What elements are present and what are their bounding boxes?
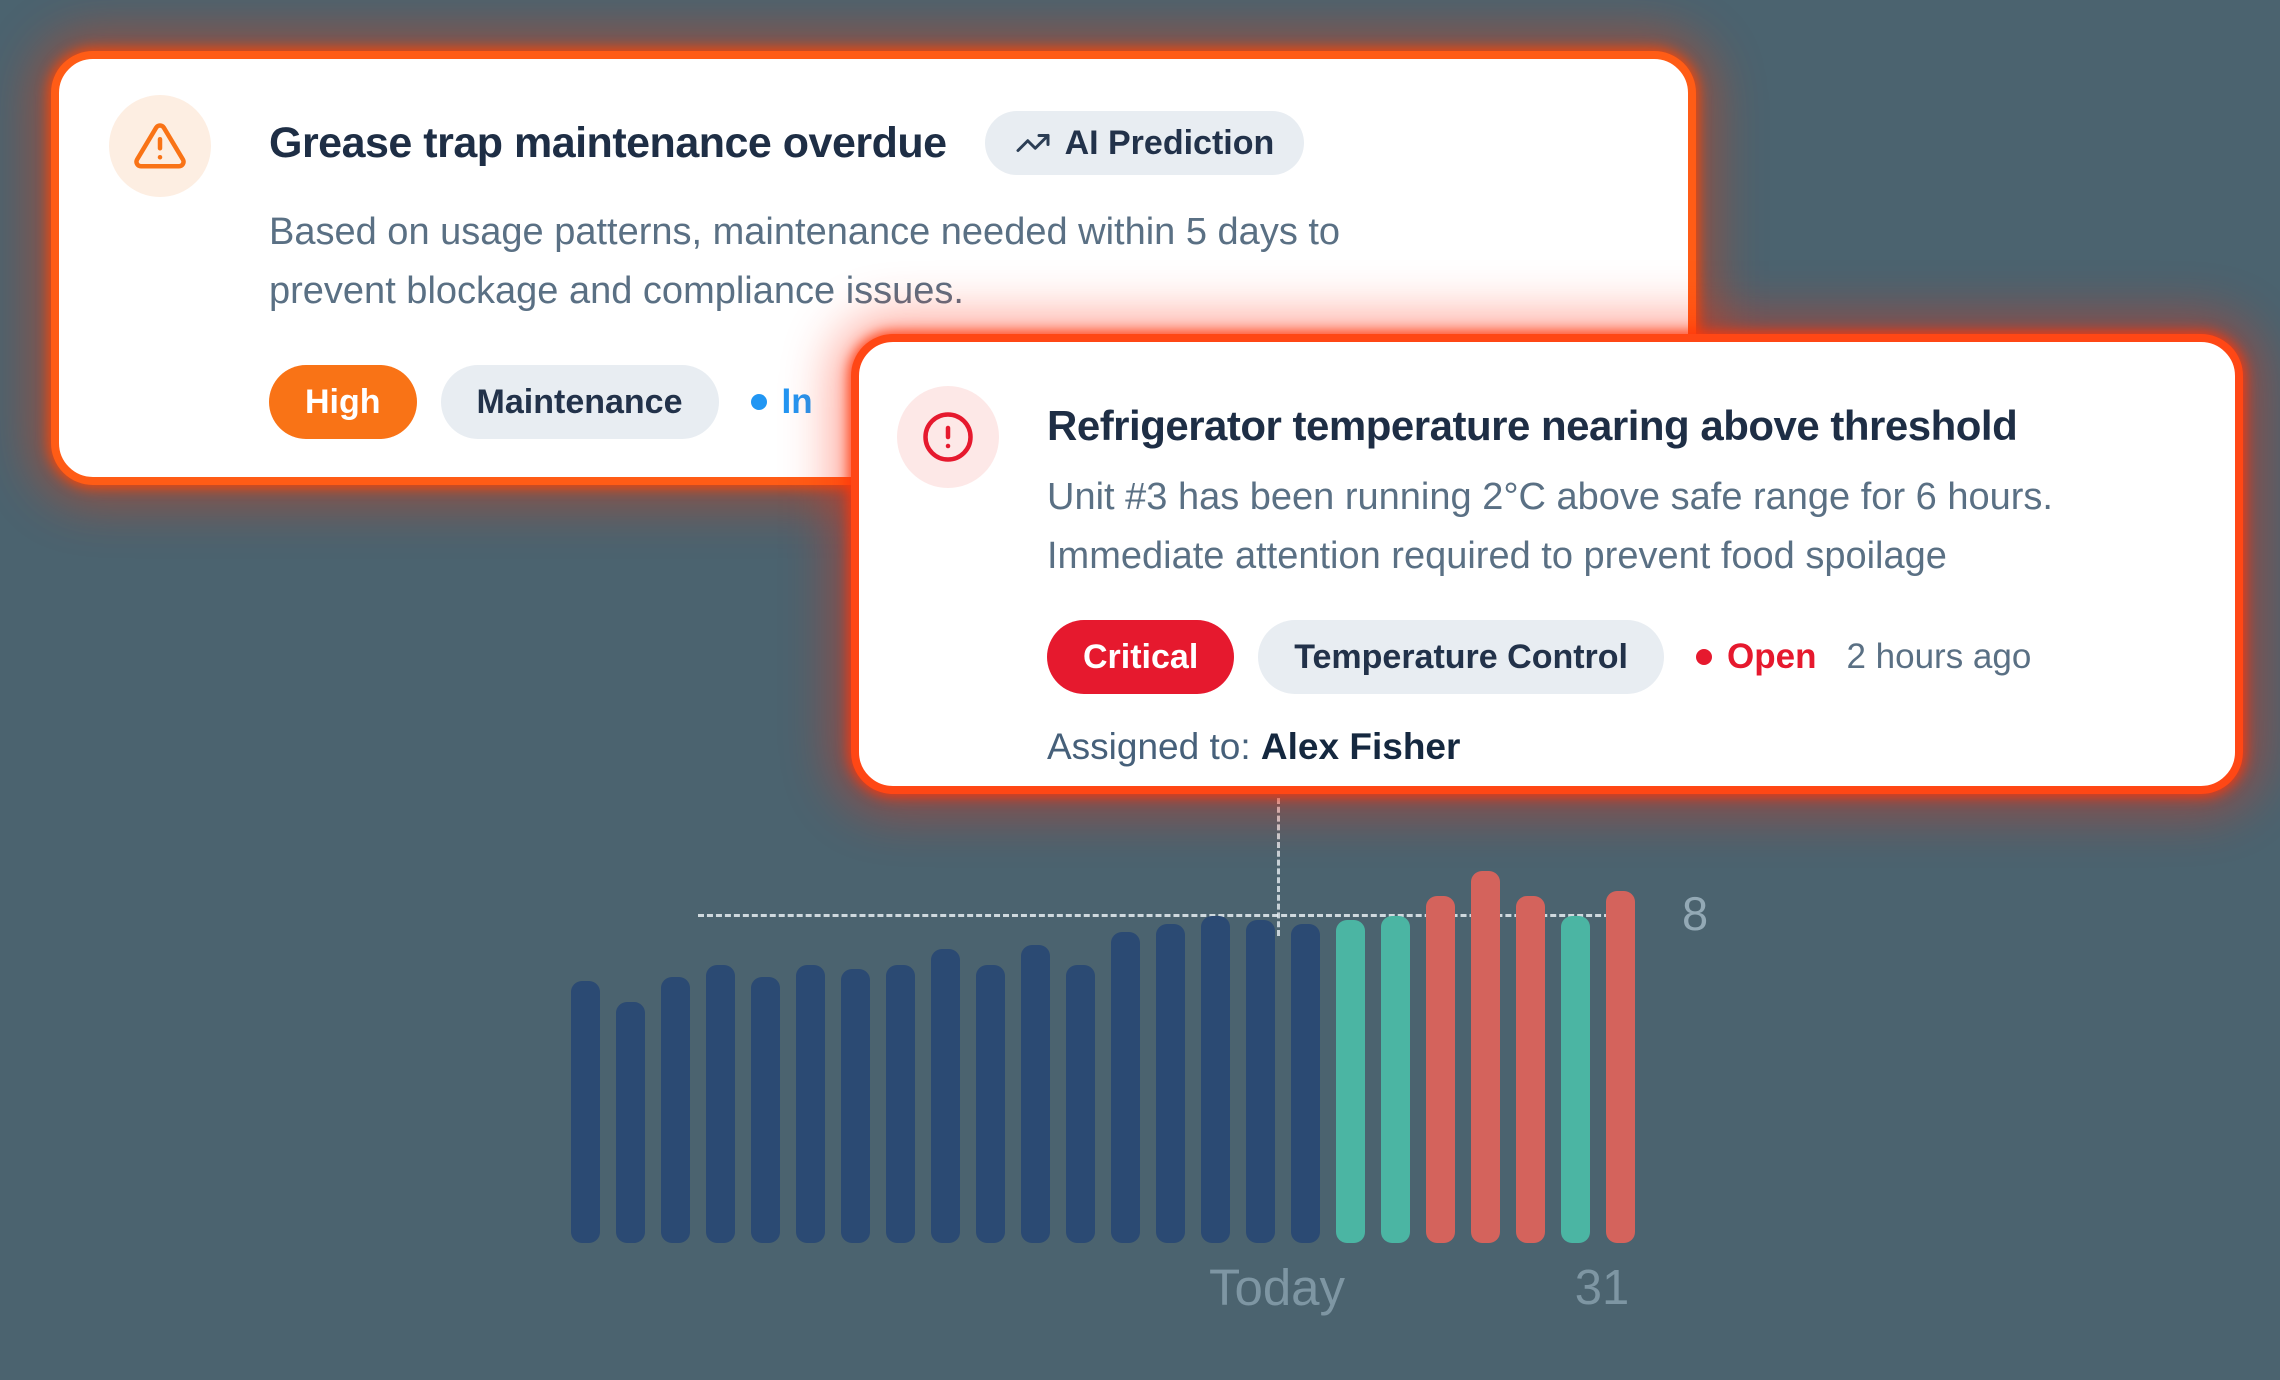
ai-prediction-badge: AI Prediction	[984, 111, 1305, 175]
severity-pill-high: High	[269, 365, 417, 439]
today-label: Today	[1208, 1259, 1346, 1316]
description-line: Based on usage patterns, maintenance nee…	[269, 211, 1341, 253]
today-dashed-line	[1277, 798, 1280, 936]
badge-label: AI Prediction	[1064, 123, 1275, 162]
bar-24-forecast_risk	[1606, 891, 1635, 1243]
bar-12-past	[1066, 965, 1095, 1243]
status-label: Open	[1727, 637, 1817, 676]
assigned-row: Assigned to: Alex Fisher	[1047, 726, 2207, 768]
bar-3-past	[661, 977, 690, 1243]
timestamp: 2 hours ago	[1846, 637, 2032, 676]
bar-22-forecast_risk	[1516, 896, 1545, 1243]
bar-6-past	[796, 965, 825, 1243]
bar-16-past	[1246, 920, 1275, 1243]
threshold-label: 8	[1682, 887, 1709, 940]
status-in-progress: In	[750, 382, 813, 422]
status-open: Open	[1696, 637, 1816, 677]
bar-11-past	[1021, 945, 1050, 1243]
bar-7-past	[841, 969, 870, 1243]
warning-triangle-icon	[109, 95, 211, 197]
bar-5-past	[751, 977, 780, 1243]
threshold-dashed-line	[698, 914, 1628, 917]
bar-4-past	[706, 965, 735, 1243]
category-pill-temperature-control: Temperature Control	[1258, 620, 1665, 694]
bar-21-forecast_risk	[1471, 871, 1500, 1243]
description-line: prevent blockage and compliance issues.	[269, 270, 964, 312]
alert-card-refrigerator[interactable]: Refrigerator temperature nearing above t…	[851, 334, 2243, 794]
bar-20-forecast_risk	[1426, 896, 1455, 1243]
bar-17-past	[1291, 924, 1320, 1243]
last-day-label: 31	[1574, 1261, 1630, 1315]
status-dot-blue	[750, 394, 767, 410]
alert-title: Refrigerator temperature nearing above t…	[1047, 402, 2018, 449]
description-line: Immediate attention required to prevent …	[1047, 535, 1947, 577]
bar-10-past	[976, 965, 1005, 1243]
bar-series	[571, 871, 1635, 1243]
category-pill-maintenance: Maintenance	[440, 365, 719, 439]
status-label: In	[781, 382, 813, 421]
bar-19-forecast_ok	[1381, 916, 1410, 1243]
bar-18-forecast_ok	[1336, 920, 1365, 1243]
bar-23-forecast_ok	[1561, 916, 1590, 1243]
description-line: Unit #3 has been running 2°C above safe …	[1047, 476, 2053, 518]
alert-description: Based on usage patterns, maintenance nee…	[269, 203, 1639, 321]
assignee-name: Alex Fisher	[1260, 726, 1461, 767]
status-dot-red	[1696, 649, 1713, 665]
bar-14-past	[1156, 924, 1185, 1243]
trending-up-icon	[1015, 125, 1051, 161]
alert-circle-icon	[897, 386, 999, 488]
bar-13-past	[1111, 932, 1140, 1243]
assigned-label: Assigned to:	[1047, 726, 1251, 767]
alert-description: Unit #3 has been running 2°C above safe …	[1047, 468, 2207, 586]
alert-title: Grease trap maintenance overdue	[269, 118, 947, 167]
severity-pill-critical: Critical	[1047, 620, 1235, 694]
bar-15-past	[1201, 916, 1230, 1243]
bar-1-past	[571, 981, 600, 1243]
bar-2-past	[616, 1002, 645, 1243]
bar-8-past	[886, 965, 915, 1243]
bar-9-past	[931, 949, 960, 1243]
